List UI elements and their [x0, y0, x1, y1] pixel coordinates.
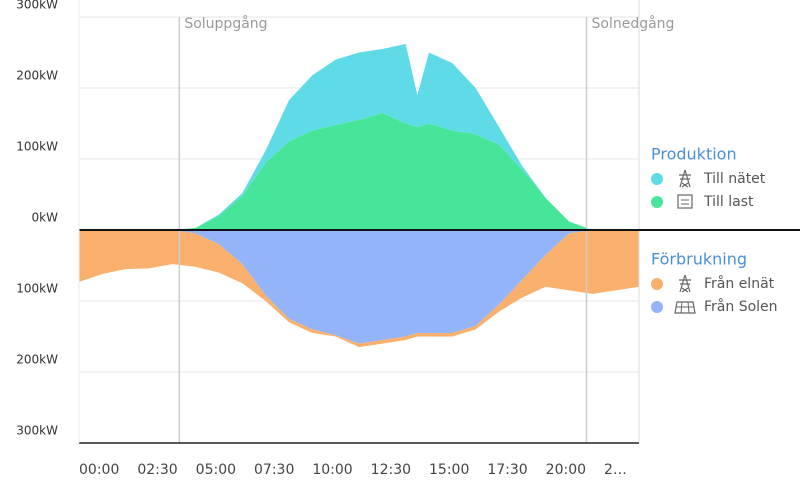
legend-label: Till last	[703, 194, 754, 210]
icon	[676, 301, 694, 314]
legend-item: Från elnät	[651, 274, 775, 293]
x-tick-label: 15:00	[429, 462, 469, 478]
area	[79, 230, 639, 348]
y-tick-label: 100kW	[16, 140, 58, 154]
x-tick-label: 12:30	[371, 462, 411, 478]
legend-swatch	[651, 301, 663, 313]
annotation-label: Solnedgång	[592, 15, 675, 32]
icon	[679, 169, 691, 188]
legend-item: Till nätet	[651, 169, 766, 188]
icon	[679, 274, 691, 293]
legend-title: Produktion	[651, 145, 737, 164]
y-tick-label: 300kW	[16, 424, 58, 438]
y-tick-label: 300kW	[16, 0, 58, 12]
legend-item: Till last	[651, 194, 754, 210]
y-tick-label: 0kW	[32, 211, 59, 225]
area	[79, 112, 639, 230]
legend-swatch	[651, 173, 663, 185]
legend-swatch	[651, 196, 663, 208]
legend-label: Från Solen	[704, 298, 778, 315]
y-tick-label: 100kW	[16, 282, 58, 296]
legend-swatch	[651, 278, 663, 290]
legend-label: Till nätet	[703, 171, 766, 187]
legend-title: Förbrukning	[651, 250, 747, 269]
area	[79, 230, 639, 344]
x-tick-label: 20:00	[546, 462, 586, 478]
icon	[674, 301, 696, 314]
x-tick-label: 00:00	[79, 462, 119, 478]
legend-label: Från elnät	[704, 275, 775, 292]
legend-item: Från Solen	[651, 298, 778, 315]
x-tick-label: 17:30	[487, 462, 527, 478]
area	[79, 43, 639, 231]
x-tick-label: 2…	[604, 462, 627, 478]
x-tick-label: 10:00	[312, 462, 352, 478]
x-tick-label: 05:00	[196, 462, 236, 478]
annotation-label: Soluppgång	[184, 15, 267, 32]
x-tick-label: 07:30	[254, 462, 294, 478]
icon	[677, 194, 693, 209]
y-tick-label: 200kW	[16, 353, 58, 367]
y-tick-label: 200kW	[16, 69, 58, 83]
x-tick-label: 02:30	[137, 462, 177, 478]
